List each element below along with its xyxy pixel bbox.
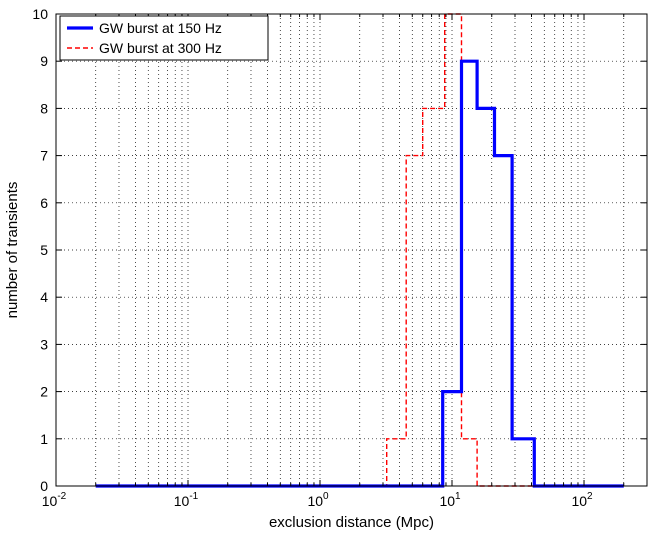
legend-box [59,15,269,61]
x-tick-label: 101 [439,491,461,509]
series-300hz-line [95,13,624,487]
legend-label-300hz: GW burst at 300 Hz [99,40,222,56]
y-tick-label: 4 [40,289,48,305]
legend: GW burst at 150 Hz GW burst at 300 Hz [59,15,269,61]
y-tick-label: 7 [40,148,48,164]
y-tick-label: 6 [40,195,48,211]
x-tick-labels: 10-2 10-1 100 101 102 [42,491,593,509]
y-tick-labels: 0 1 2 3 4 5 6 7 8 9 10 [32,6,48,494]
x-axis-label: exclusion distance (Mpc) [269,514,434,531]
grid-lines [56,14,648,486]
y-tick-label: 10 [32,6,48,22]
x-tick-label: 10-2 [42,491,67,509]
x-tick-label: 100 [307,491,329,509]
y-tick-label: 0 [40,478,48,494]
x-tick-label: 102 [571,491,593,509]
y-axis-label: number of transients [4,182,21,319]
y-tick-label: 3 [40,336,48,352]
y-tick-label: 2 [40,384,48,400]
series-150hz-line [95,59,624,488]
y-tick-label: 9 [40,53,48,69]
y-tick-label: 1 [40,431,48,447]
x-tick-label: 10-1 [174,491,199,509]
y-tick-label: 8 [40,100,48,116]
y-tick-label: 5 [40,242,48,258]
legend-label-150hz: GW burst at 150 Hz [99,20,222,36]
axis-ticks [56,13,648,487]
plot-series [95,13,624,488]
